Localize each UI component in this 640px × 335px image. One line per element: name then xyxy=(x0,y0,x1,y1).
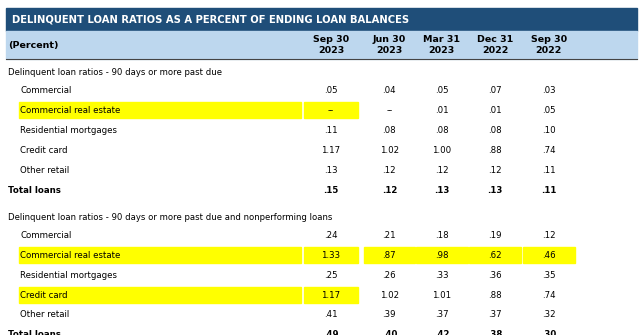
Text: Commercial real estate: Commercial real estate xyxy=(20,251,121,260)
Text: .37: .37 xyxy=(435,311,449,320)
Text: Jun 30
2023: Jun 30 2023 xyxy=(372,35,406,55)
Text: .40: .40 xyxy=(381,330,397,335)
Text: .24: .24 xyxy=(324,231,338,240)
Text: .87: .87 xyxy=(383,251,396,260)
Text: .98: .98 xyxy=(435,251,449,260)
Text: .01: .01 xyxy=(488,106,502,115)
Bar xyxy=(19,103,301,118)
Text: Credit card: Credit card xyxy=(20,290,68,299)
Text: 1.02: 1.02 xyxy=(380,146,399,155)
Text: .07: .07 xyxy=(488,86,502,95)
Text: .41: .41 xyxy=(324,311,338,320)
Text: .12: .12 xyxy=(488,165,502,175)
Text: Delinquent loan ratios - 90 days or more past due and nonperforming loans: Delinquent loan ratios - 90 days or more… xyxy=(8,213,332,222)
Text: .39: .39 xyxy=(383,311,396,320)
Text: Sep 30
2023: Sep 30 2023 xyxy=(313,35,349,55)
Text: .62: .62 xyxy=(488,251,502,260)
Text: .25: .25 xyxy=(324,271,338,280)
Text: .30: .30 xyxy=(541,330,557,335)
Text: .10: .10 xyxy=(542,126,556,135)
Text: .18: .18 xyxy=(435,231,449,240)
Text: .32: .32 xyxy=(542,311,556,320)
Text: .37: .37 xyxy=(488,311,502,320)
Bar xyxy=(364,247,415,263)
Text: (Percent): (Percent) xyxy=(8,41,58,50)
Text: .35: .35 xyxy=(542,271,556,280)
Text: 1.00: 1.00 xyxy=(432,146,451,155)
Text: Commercial real estate: Commercial real estate xyxy=(20,106,121,115)
Text: --: -- xyxy=(328,106,334,115)
Bar xyxy=(303,103,358,118)
Text: .08: .08 xyxy=(488,126,502,135)
Text: .11: .11 xyxy=(324,126,338,135)
Text: .12: .12 xyxy=(542,231,556,240)
Bar xyxy=(303,287,358,303)
Text: Dec 31
2022: Dec 31 2022 xyxy=(477,35,513,55)
Text: Credit card: Credit card xyxy=(20,146,68,155)
Text: .88: .88 xyxy=(488,146,502,155)
Text: Mar 31
2023: Mar 31 2023 xyxy=(423,35,460,55)
Bar xyxy=(6,31,637,59)
Text: .08: .08 xyxy=(435,126,449,135)
Text: Delinquent loan ratios - 90 days or more past due: Delinquent loan ratios - 90 days or more… xyxy=(8,68,221,77)
Text: .01: .01 xyxy=(435,106,449,115)
Text: .88: .88 xyxy=(488,290,502,299)
Text: .13: .13 xyxy=(434,186,449,195)
Text: .05: .05 xyxy=(324,86,338,95)
Text: .74: .74 xyxy=(542,290,556,299)
Text: .12: .12 xyxy=(381,186,397,195)
Text: Commercial: Commercial xyxy=(20,86,72,95)
Text: 1.17: 1.17 xyxy=(321,146,340,155)
Bar xyxy=(19,247,301,263)
Text: .12: .12 xyxy=(435,165,449,175)
Bar xyxy=(470,247,521,263)
Text: .12: .12 xyxy=(383,165,396,175)
Text: .42: .42 xyxy=(434,330,449,335)
Bar xyxy=(523,247,575,263)
Text: Sep 30
2022: Sep 30 2022 xyxy=(531,35,567,55)
Text: 1.33: 1.33 xyxy=(321,251,340,260)
Text: Commercial: Commercial xyxy=(20,231,72,240)
Text: 1.17: 1.17 xyxy=(321,290,340,299)
Text: .15: .15 xyxy=(323,186,339,195)
Text: Residential mortgages: Residential mortgages xyxy=(20,271,118,280)
Text: --: -- xyxy=(387,106,392,115)
Text: Other retail: Other retail xyxy=(20,165,70,175)
Bar xyxy=(6,8,637,31)
Text: .08: .08 xyxy=(383,126,396,135)
Text: .21: .21 xyxy=(383,231,396,240)
Text: .36: .36 xyxy=(488,271,502,280)
Text: .49: .49 xyxy=(323,330,339,335)
Bar xyxy=(303,247,358,263)
Text: .11: .11 xyxy=(542,165,556,175)
Text: Residential mortgages: Residential mortgages xyxy=(20,126,118,135)
Text: .19: .19 xyxy=(488,231,502,240)
Text: .04: .04 xyxy=(383,86,396,95)
Text: DELINQUENT LOAN RATIOS AS A PERCENT OF ENDING LOAN BALANCES: DELINQUENT LOAN RATIOS AS A PERCENT OF E… xyxy=(12,15,409,25)
Text: .13: .13 xyxy=(324,165,338,175)
Text: .13: .13 xyxy=(488,186,503,195)
Text: .74: .74 xyxy=(542,146,556,155)
Text: .11: .11 xyxy=(541,186,557,195)
Text: .05: .05 xyxy=(435,86,449,95)
Bar xyxy=(416,247,468,263)
Bar xyxy=(19,287,301,303)
Text: .33: .33 xyxy=(435,271,449,280)
Text: .46: .46 xyxy=(542,251,556,260)
Text: Total loans: Total loans xyxy=(8,186,61,195)
Text: .03: .03 xyxy=(542,86,556,95)
Text: 1.02: 1.02 xyxy=(380,290,399,299)
Text: .38: .38 xyxy=(488,330,503,335)
Text: .05: .05 xyxy=(542,106,556,115)
Text: 1.01: 1.01 xyxy=(432,290,451,299)
Text: Total loans: Total loans xyxy=(8,330,61,335)
Text: Other retail: Other retail xyxy=(20,311,70,320)
Text: .26: .26 xyxy=(383,271,396,280)
